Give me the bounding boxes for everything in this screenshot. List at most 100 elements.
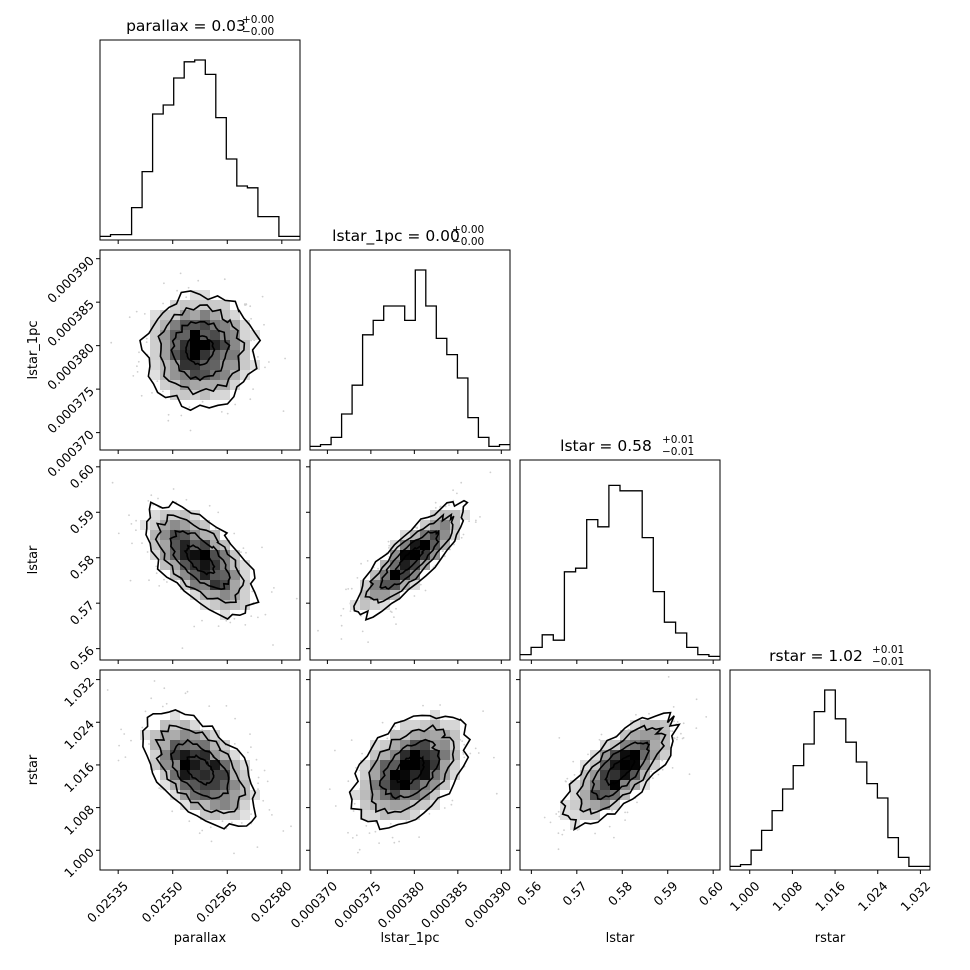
density-cell bbox=[210, 740, 220, 750]
density-cell bbox=[210, 600, 220, 610]
density-cell bbox=[420, 740, 430, 750]
sample-point bbox=[147, 500, 150, 502]
density-cell bbox=[360, 580, 370, 590]
sample-point bbox=[262, 799, 265, 802]
density-cell bbox=[430, 720, 440, 730]
sample-point bbox=[676, 738, 678, 741]
density-cell bbox=[160, 350, 170, 360]
sample-point bbox=[135, 529, 137, 532]
density-cell bbox=[160, 510, 170, 520]
sample-point bbox=[695, 727, 698, 729]
density-cell bbox=[360, 600, 370, 610]
sample-point bbox=[361, 752, 363, 755]
density-cell bbox=[180, 380, 190, 390]
sample-point bbox=[145, 341, 148, 343]
density-cell bbox=[370, 760, 380, 770]
density-cell bbox=[240, 350, 250, 360]
sample-point bbox=[163, 687, 166, 690]
contour-line bbox=[154, 514, 245, 604]
x-tick-label-rstar: 1.024 bbox=[855, 878, 891, 914]
density-cell bbox=[200, 750, 210, 760]
density-cell bbox=[190, 350, 200, 360]
density-cell bbox=[230, 600, 240, 610]
sample-point bbox=[129, 579, 132, 582]
sample-point bbox=[157, 497, 159, 500]
density-cell bbox=[170, 550, 180, 560]
density-cell bbox=[200, 320, 210, 330]
density-cell bbox=[380, 750, 390, 760]
density-cell bbox=[200, 600, 210, 610]
sample-point bbox=[450, 803, 453, 806]
density-cell bbox=[240, 370, 250, 380]
density-cell bbox=[140, 520, 150, 530]
density-cell bbox=[210, 730, 220, 740]
density-cell bbox=[150, 510, 160, 520]
x-tick-label-parallax: 0.02535 bbox=[84, 878, 131, 925]
density-cell bbox=[420, 760, 430, 770]
contour-line bbox=[139, 290, 262, 412]
sample-point bbox=[130, 739, 132, 742]
density-cell bbox=[220, 570, 230, 580]
density-cell bbox=[230, 370, 240, 380]
sample-point bbox=[128, 316, 131, 319]
density-cell bbox=[160, 750, 170, 760]
density-cell bbox=[220, 370, 230, 380]
density-cell bbox=[410, 560, 420, 570]
sample-point bbox=[145, 337, 148, 340]
density-cell bbox=[650, 740, 660, 750]
sample-point bbox=[386, 737, 389, 740]
title-lower-error: −0.00 bbox=[242, 26, 274, 38]
sample-point bbox=[419, 583, 422, 586]
sample-point bbox=[452, 489, 454, 492]
sample-point bbox=[135, 519, 138, 522]
sample-point bbox=[189, 429, 192, 432]
sample-point bbox=[360, 614, 362, 617]
sample-point bbox=[608, 825, 611, 828]
contour-line bbox=[378, 738, 441, 800]
density-cell bbox=[180, 310, 190, 320]
sample-point bbox=[233, 852, 235, 855]
density-cell bbox=[190, 540, 200, 550]
y-tick-label-lstar: 0.57 bbox=[67, 598, 97, 628]
density-cell bbox=[180, 790, 190, 800]
contour-line bbox=[170, 321, 231, 382]
sample-point bbox=[673, 720, 675, 723]
density-panel-parallax-vs-lstar_1pc bbox=[99, 249, 301, 451]
sample-point bbox=[165, 702, 168, 705]
density-cell bbox=[660, 720, 670, 730]
panel-title-rstar: rstar = 1.02 bbox=[769, 647, 863, 665]
histogram-lstar bbox=[520, 484, 720, 658]
x-axis-label-lstar_1pc: lstar_1pc bbox=[381, 931, 440, 946]
density-cell bbox=[150, 340, 160, 350]
density-cell bbox=[190, 520, 200, 530]
sample-point bbox=[266, 780, 269, 783]
density-cell bbox=[170, 710, 180, 720]
sample-point bbox=[256, 846, 259, 848]
density-cell bbox=[380, 760, 390, 770]
density-cell bbox=[230, 780, 240, 790]
density-cell bbox=[430, 780, 440, 790]
sample-point bbox=[355, 834, 358, 837]
density-cell bbox=[410, 750, 420, 760]
density-cell bbox=[150, 750, 160, 760]
density-cell bbox=[150, 310, 160, 320]
sample-point bbox=[475, 519, 477, 522]
sample-point bbox=[358, 848, 361, 851]
sample-point bbox=[155, 572, 158, 575]
sample-point bbox=[424, 589, 427, 592]
sample-point bbox=[184, 692, 187, 695]
density-cell bbox=[380, 780, 390, 790]
histogram-frame bbox=[519, 459, 721, 661]
density-cell bbox=[150, 370, 160, 380]
sample-point bbox=[393, 841, 396, 844]
sample-point bbox=[672, 706, 675, 708]
density-cell bbox=[180, 780, 190, 790]
density-cell bbox=[430, 710, 440, 720]
density-cell bbox=[610, 750, 620, 760]
contour-line bbox=[184, 754, 215, 786]
density-cell bbox=[190, 530, 200, 540]
density-cell bbox=[460, 510, 470, 520]
density-cell bbox=[450, 730, 460, 740]
sample-point bbox=[350, 587, 353, 590]
sample-point bbox=[347, 780, 350, 783]
